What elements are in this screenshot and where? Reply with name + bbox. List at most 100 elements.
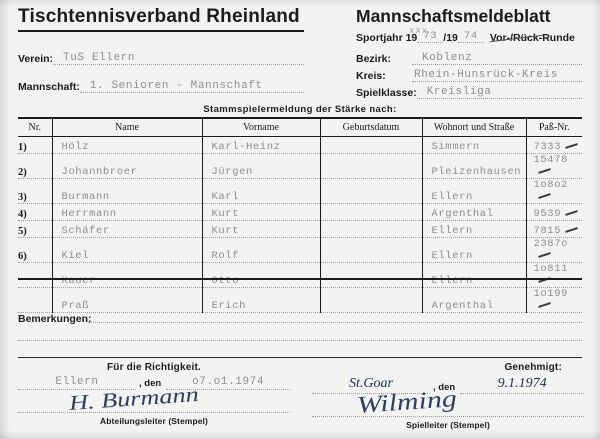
spielleiter-caption: Spielleiter (Stempel) <box>406 420 490 430</box>
cell-name[interactable]: Praß <box>51 287 202 313</box>
cell-pass-nr[interactable]: 1o199 <box>525 287 582 313</box>
sportjahr-row[interactable]: Sportjahr 19 73 /19 74 Vor-/Rück-Runde <box>356 30 575 44</box>
column-header-pass: Paß-Nr. <box>525 117 582 137</box>
footer-right-date[interactable]: 9.1.1974 <box>460 376 584 394</box>
field-spielklasse[interactable]: Spielklasse: Kreisliga <box>356 86 582 99</box>
row-number[interactable]: 1) <box>18 136 52 154</box>
cell-name[interactable]: Kauer <box>51 262 202 288</box>
cell-geburtsdatum[interactable] <box>319 153 422 179</box>
row-number[interactable]: 5) <box>18 220 52 238</box>
cell-vorname[interactable]: Otto <box>201 262 320 288</box>
cell-pass-nr[interactable]: 7333 <box>525 136 582 154</box>
cell-geburtsdatum[interactable] <box>319 178 422 204</box>
cell-name[interactable]: Burmann <box>51 178 202 204</box>
cell-wohnort[interactable]: Ellern <box>421 262 526 288</box>
table-row: 1) Hölz Karl-Heinz Simmern 7333 <box>18 136 582 154</box>
cell-name[interactable]: Kiel <box>51 237 202 263</box>
row-number[interactable]: 2) <box>18 153 52 179</box>
table-row: Praß Erich Argenthal 1o199 <box>18 287 582 313</box>
cell-vorname[interactable]: Karl-Heinz <box>201 136 320 154</box>
row-number[interactable]: 3) <box>18 178 52 204</box>
checkmark-icon <box>565 142 578 149</box>
cell-name[interactable]: Herrmann <box>51 203 202 221</box>
cell-wohnort[interactable]: Argenthal <box>421 203 526 221</box>
footer-left-signature-area[interactable]: H. Burmann Abteilungsleiter (Stempel) <box>18 382 290 426</box>
cell-vorname[interactable]: Karl <box>201 178 320 204</box>
footer-left-date[interactable]: o7.o1.1974 <box>166 376 290 390</box>
players-table: Nr. Name Vorname Geburtsdatum Wohnort un… <box>18 117 582 313</box>
remarks-line-1[interactable] <box>88 322 582 323</box>
bezirk-value[interactable]: Koblenz <box>412 52 582 65</box>
table-header-row: Nr. Name Vorname Geburtsdatum Wohnort un… <box>18 117 582 137</box>
verein-value[interactable]: TuS Ellern <box>53 52 304 65</box>
column-header-vorname: Vorname <box>201 117 320 137</box>
sportjahr-end[interactable]: 74 <box>457 30 484 43</box>
sportjahr-label: Sportjahr 19 <box>356 32 418 44</box>
cell-geburtsdatum[interactable] <box>319 220 422 238</box>
remarks-line-2[interactable] <box>18 340 582 341</box>
spielklasse-value[interactable]: Kreisliga <box>416 86 582 99</box>
cell-geburtsdatum[interactable] <box>319 262 422 288</box>
cell-wohnort[interactable]: Ellern <box>421 178 526 204</box>
cell-wohnort[interactable]: Ellern <box>421 220 526 238</box>
field-bezirk[interactable]: Bezirk: Koblenz <box>356 52 582 65</box>
spielklasse-label: Spielklasse: <box>356 87 417 99</box>
cell-wohnort[interactable]: Ellern <box>421 237 526 263</box>
cell-pass-nr[interactable]: 15478 <box>525 153 582 179</box>
footer-right-dateline[interactable]: St.Goar , den 9.1.1974 <box>312 376 584 394</box>
cell-vorname[interactable]: Kurt <box>201 220 320 238</box>
row-number[interactable]: 4) <box>18 203 52 221</box>
cell-pass-nr[interactable]: 1o811 <box>525 262 582 288</box>
cell-geburtsdatum[interactable] <box>319 203 422 221</box>
pass-nr-value: 7815 <box>533 225 562 237</box>
round-label[interactable]: Vor-/Rück-Runde <box>489 32 575 44</box>
sportjahr-start[interactable]: 73 <box>417 30 444 43</box>
pass-nr-value: 2387o <box>533 238 569 250</box>
sportjahr-separator: /19 <box>443 32 458 44</box>
form-title: Mannschaftsmeldeblatt <box>356 6 551 26</box>
mannschaft-value[interactable]: 1. Senioren - Mannschaft <box>79 80 304 93</box>
field-kreis[interactable]: Kreis: Rhein-Hunsrück-Kreis <box>356 69 582 82</box>
row-number[interactable] <box>18 262 52 288</box>
checkmark-icon <box>565 209 578 216</box>
kreis-value[interactable]: Rhein-Hunsrück-Kreis <box>412 69 582 82</box>
cell-pass-nr[interactable]: 1o8o2 <box>525 178 582 204</box>
cell-wohnort[interactable]: Pleizenhausen <box>421 153 526 179</box>
table-row: 5) Schäfer Kurt Ellern 7815 <box>18 220 582 238</box>
footer-left-signature-line <box>18 412 290 413</box>
field-mannschaft[interactable]: Mannschaft: 1. Senioren - Mannschaft <box>18 80 304 93</box>
cell-geburtsdatum[interactable] <box>319 136 422 154</box>
cell-vorname[interactable]: Jürgen <box>201 153 320 179</box>
cell-geburtsdatum[interactable] <box>319 287 422 313</box>
cell-pass-nr[interactable]: 9539 <box>525 203 582 221</box>
footer-right-signature-area[interactable]: Wilming Spielleiter (Stempel) <box>312 386 584 430</box>
row-number[interactable] <box>18 287 52 313</box>
footer-left-dateline[interactable]: Ellern , den o7.o1.1974 <box>18 376 290 390</box>
cell-name[interactable]: Hölz <box>51 136 202 154</box>
cell-name[interactable]: Johannbroer <box>51 153 202 179</box>
bezirk-label: Bezirk: <box>356 53 392 65</box>
footer-left-place[interactable]: Ellern <box>18 376 136 390</box>
cell-pass-nr[interactable]: 7815 <box>525 220 582 238</box>
cell-vorname[interactable]: Rolf <box>201 237 320 263</box>
column-header-name: Name <box>51 117 202 137</box>
cell-pass-nr[interactable]: 2387o <box>525 237 582 263</box>
cell-wohnort[interactable]: Simmern <box>421 136 526 154</box>
cell-geburtsdatum[interactable] <box>319 237 422 263</box>
cell-vorname[interactable]: Kurt <box>201 203 320 221</box>
table-caption: Stammspielermeldung der Stärke nach: <box>203 104 397 115</box>
footer-rule <box>18 357 582 358</box>
table-row: 4) Herrmann Kurt Argenthal 9539 <box>18 203 582 221</box>
verein-label: Verein: <box>18 53 54 65</box>
footer-right-place[interactable]: St.Goar <box>312 376 430 394</box>
cell-wohnort[interactable]: Argenthal <box>421 287 526 313</box>
mannschaft-label: Mannschaft: <box>18 81 80 93</box>
pass-nr-value: 7333 <box>533 141 562 153</box>
field-verein[interactable]: Verein: TuS Ellern <box>18 52 304 65</box>
cell-vorname[interactable]: Erich <box>201 287 320 313</box>
footer-left-den: , den <box>139 378 162 389</box>
footer-left-block: Für die Richtigkeit. Ellern , den o7.o1.… <box>18 362 290 426</box>
row-number[interactable]: 6) <box>18 237 52 263</box>
cell-name[interactable]: Schäfer <box>51 220 202 238</box>
pass-nr-value: 1o8o2 <box>533 179 569 191</box>
